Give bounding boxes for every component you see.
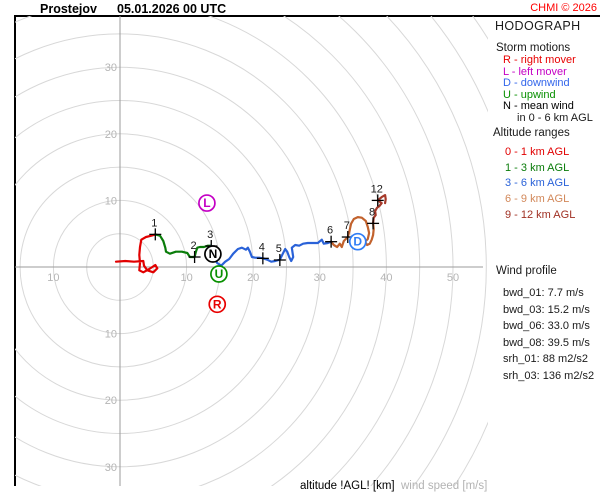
storm-motion-item: D - downwind bbox=[503, 77, 570, 90]
wind-profile-item: bwd_03: 15.2 m/s bbox=[503, 303, 590, 316]
storm-marker-U: U bbox=[210, 265, 228, 283]
grid-ring bbox=[369, 0, 487, 500]
srh-list: srh_01: 88 m2/s2 srh_03: 136 m2/s2 bbox=[503, 351, 594, 384]
altitude-marker-label: 5 bbox=[276, 243, 282, 255]
panel-title: HODOGRAPH bbox=[495, 19, 581, 33]
x-tick-label: 50 bbox=[447, 272, 459, 284]
y-tick-label: 30 bbox=[105, 462, 117, 474]
copyright: CHMI © 2026 bbox=[530, 2, 597, 14]
frame-top-line bbox=[15, 15, 600, 17]
storm-motion-item: U - upwind bbox=[503, 88, 556, 101]
altitude-marker-label: 3 bbox=[207, 229, 213, 241]
altitude-axis-label: altitude !AGL! [km] bbox=[300, 480, 395, 492]
x-tick-label: 30 bbox=[314, 272, 326, 284]
altitude-marker-label: 2 bbox=[191, 240, 197, 252]
altitude-range-item: 0 - 1 km AGL bbox=[505, 146, 570, 158]
storm-motion-item: R - right mover bbox=[503, 54, 576, 66]
grid-ring bbox=[0, 33, 354, 500]
altitude-range-item: 3 - 6 km AGL bbox=[505, 177, 570, 190]
altitude-marker-label: 6 bbox=[327, 225, 333, 237]
wind-trace-1-3kmAGL bbox=[154, 233, 213, 259]
y-tick-label: 10 bbox=[105, 329, 117, 341]
wind-profile-title: Wind profile bbox=[496, 265, 557, 277]
altitude-marker-label: 8 bbox=[369, 206, 375, 218]
y-tick-label: 20 bbox=[105, 395, 117, 407]
storm-marker-D: D bbox=[348, 232, 367, 251]
altitude-marker-cross bbox=[188, 251, 201, 264]
storm-motions-list: R - right mover L - left mover D - downwin… bbox=[503, 54, 576, 113]
altitude-marker-cross bbox=[367, 217, 380, 230]
altitude-marker-label: 4 bbox=[259, 241, 265, 253]
altitude-range-item: 6 - 9 km AGL bbox=[505, 193, 570, 206]
polar-grid bbox=[0, 0, 554, 500]
altitude-marker-cross bbox=[149, 228, 162, 241]
grid-ring bbox=[460, 0, 554, 500]
y-tick-label: 20 bbox=[105, 129, 117, 141]
wind-trace-0-1kmAGL bbox=[114, 233, 159, 274]
altitude-ranges-title: Altitude ranges bbox=[493, 127, 570, 139]
svg-text:R: R bbox=[213, 297, 222, 311]
grid-ring bbox=[317, 0, 454, 500]
srh-item: srh_01: 88 m2/s2 bbox=[503, 353, 588, 365]
storm-motion-item: L - left mover bbox=[503, 65, 567, 78]
x-tick-label: 10 bbox=[47, 272, 59, 284]
mean-wind-note: in 0 - 6 km AGL bbox=[517, 112, 593, 124]
srh-item: srh_03: 136 m2/s2 bbox=[503, 369, 595, 382]
altitude-marker-cross bbox=[371, 194, 384, 207]
altitude-marker-cross bbox=[325, 235, 338, 248]
y-tick-label: 30 bbox=[105, 62, 117, 74]
x-tick-label: 10 bbox=[180, 272, 192, 284]
hodograph-plot: 10 10 20 30 40 50 30 20 10 10 20 30 1 2 3 4 5 6 7 8 12 L N U R D bbox=[0, 0, 554, 500]
wind-trace-9-12kmAGL bbox=[372, 194, 387, 225]
storm-motion-item: N - mean wind bbox=[503, 100, 574, 113]
svg-text:U: U bbox=[215, 267, 224, 281]
wind-trace-3-6kmAGL bbox=[210, 238, 333, 267]
storm-marker-R: R bbox=[208, 295, 227, 314]
wind-trace-6-9kmAGL bbox=[330, 216, 375, 249]
svg-text:N: N bbox=[209, 247, 218, 261]
wind-profile-item: bwd_08: 39.5 m/s bbox=[503, 336, 590, 349]
svg-text:L: L bbox=[203, 196, 210, 210]
storm-marker-L: L bbox=[198, 194, 216, 212]
sounding-datetime: 05.01.2026 00 UTC bbox=[117, 2, 227, 16]
storm-marker-N: N bbox=[204, 245, 222, 263]
y-tick-label: 10 bbox=[105, 195, 117, 207]
wind-speed-axis-label: wind speed [m/s] bbox=[401, 480, 488, 492]
altitude-marker-label: 1 bbox=[151, 217, 157, 229]
wind-profile-item: bwd_01: 7.7 m/s bbox=[503, 287, 584, 299]
altitude-marker-label: 12 bbox=[371, 183, 383, 195]
x-tick-label: 40 bbox=[380, 272, 392, 284]
svg-text:D: D bbox=[353, 235, 362, 249]
altitude-range-item: 1 - 3 km AGL bbox=[505, 161, 570, 174]
wind-profile-list: bwd_01: 7.7 m/s bwd_03: 15.2 m/s bwd_06: 3… bbox=[503, 285, 590, 351]
altitude-marker-cross bbox=[273, 254, 286, 267]
station-name: Prostejov bbox=[40, 2, 97, 16]
grid-ring bbox=[416, 0, 520, 500]
storm-motions-title: Storm motions bbox=[496, 42, 571, 54]
altitude-marker-cross bbox=[256, 252, 269, 265]
wind-profile-item: bwd_06: 33.0 m/s bbox=[503, 320, 590, 333]
grid-ring bbox=[0, 0, 387, 500]
x-tick-label: 20 bbox=[247, 272, 259, 284]
altitude-range-item: 9 - 12 km AGL bbox=[505, 208, 576, 221]
frame-left-line bbox=[14, 15, 16, 486]
altitude-ranges-list: 0 - 1 km AGL 1 - 3 km AGL 3 - 6 km AGL 6 - … bbox=[505, 145, 575, 224]
altitude-marker-label: 7 bbox=[344, 220, 350, 232]
